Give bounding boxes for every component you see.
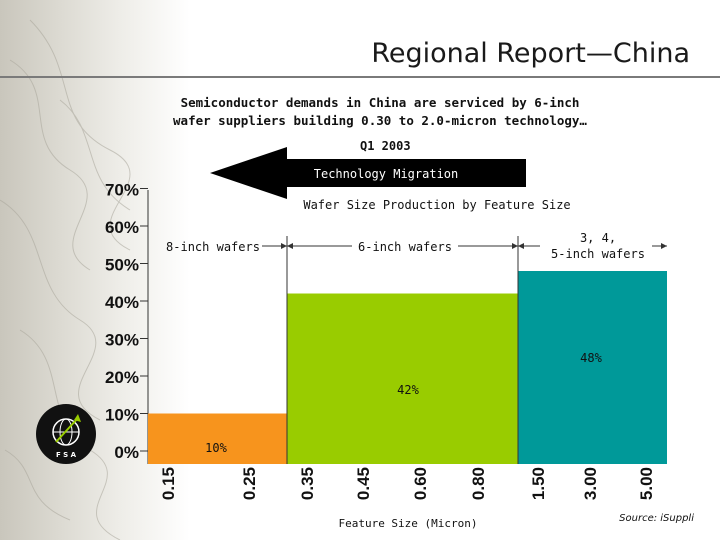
region-label: 6-inch wafers bbox=[358, 240, 452, 254]
bar-3 bbox=[518, 271, 667, 464]
source-note: Source: iSuppli bbox=[619, 513, 694, 524]
y-tick-label: 0% bbox=[114, 443, 139, 462]
slide-subtitle: Semiconductor demands in China are servi… bbox=[150, 94, 610, 130]
x-tick-label: 1.50 bbox=[529, 467, 548, 500]
subtitle-line-2: wafer suppliers building 0.30 to 2.0-mic… bbox=[173, 113, 587, 128]
x-tick-label: 0.15 bbox=[159, 467, 178, 500]
y-tick-label: 50% bbox=[105, 256, 139, 275]
region-label: 8-inch wafers bbox=[166, 240, 260, 254]
bar-value-label: 10% bbox=[205, 441, 227, 455]
region-arrowhead bbox=[287, 243, 293, 249]
bar-2 bbox=[287, 293, 518, 464]
region-arrowhead bbox=[518, 243, 524, 249]
title-divider bbox=[0, 76, 720, 78]
x-tick-label: 3.00 bbox=[581, 467, 600, 500]
migration-arrow-label: Technology Migration bbox=[314, 167, 459, 181]
region-label: 5-inch wafers bbox=[551, 247, 645, 261]
bar-value-label: 48% bbox=[580, 351, 602, 365]
y-tick-label: 10% bbox=[105, 406, 139, 425]
fsa-logo: F S A bbox=[36, 404, 96, 464]
period-label: Q1 2003 bbox=[360, 139, 411, 153]
y-tick-label: 30% bbox=[105, 331, 139, 350]
region-arrowhead bbox=[281, 243, 287, 249]
fsa-logo-text: F S A bbox=[56, 451, 77, 459]
y-tick-label: 40% bbox=[105, 293, 139, 312]
x-tick-label: 0.45 bbox=[354, 467, 373, 500]
x-axis-label: Feature Size (Micron) bbox=[338, 517, 477, 530]
x-tick-label: 0.80 bbox=[469, 467, 488, 500]
migration-arrow bbox=[210, 147, 526, 199]
x-tick-label: 5.00 bbox=[637, 467, 656, 500]
x-tick-label: 0.25 bbox=[240, 467, 259, 500]
region-arrowhead bbox=[661, 243, 667, 249]
bar-1 bbox=[148, 413, 287, 464]
y-tick-label: 60% bbox=[105, 218, 139, 237]
region-arrowhead bbox=[512, 243, 518, 249]
y-tick-label: 20% bbox=[105, 368, 139, 387]
slide-title: Regional Report—China bbox=[371, 38, 690, 69]
x-tick-label: 0.60 bbox=[411, 467, 430, 500]
subtitle-line-1: Semiconductor demands in China are servi… bbox=[180, 95, 580, 110]
chart-title: Wafer Size Production by Feature Size bbox=[303, 198, 570, 212]
region-label: 3, 4, bbox=[580, 231, 616, 245]
x-tick-label: 0.35 bbox=[298, 467, 317, 500]
y-tick-label: 70% bbox=[105, 181, 139, 200]
bar-value-label: 42% bbox=[397, 383, 419, 397]
